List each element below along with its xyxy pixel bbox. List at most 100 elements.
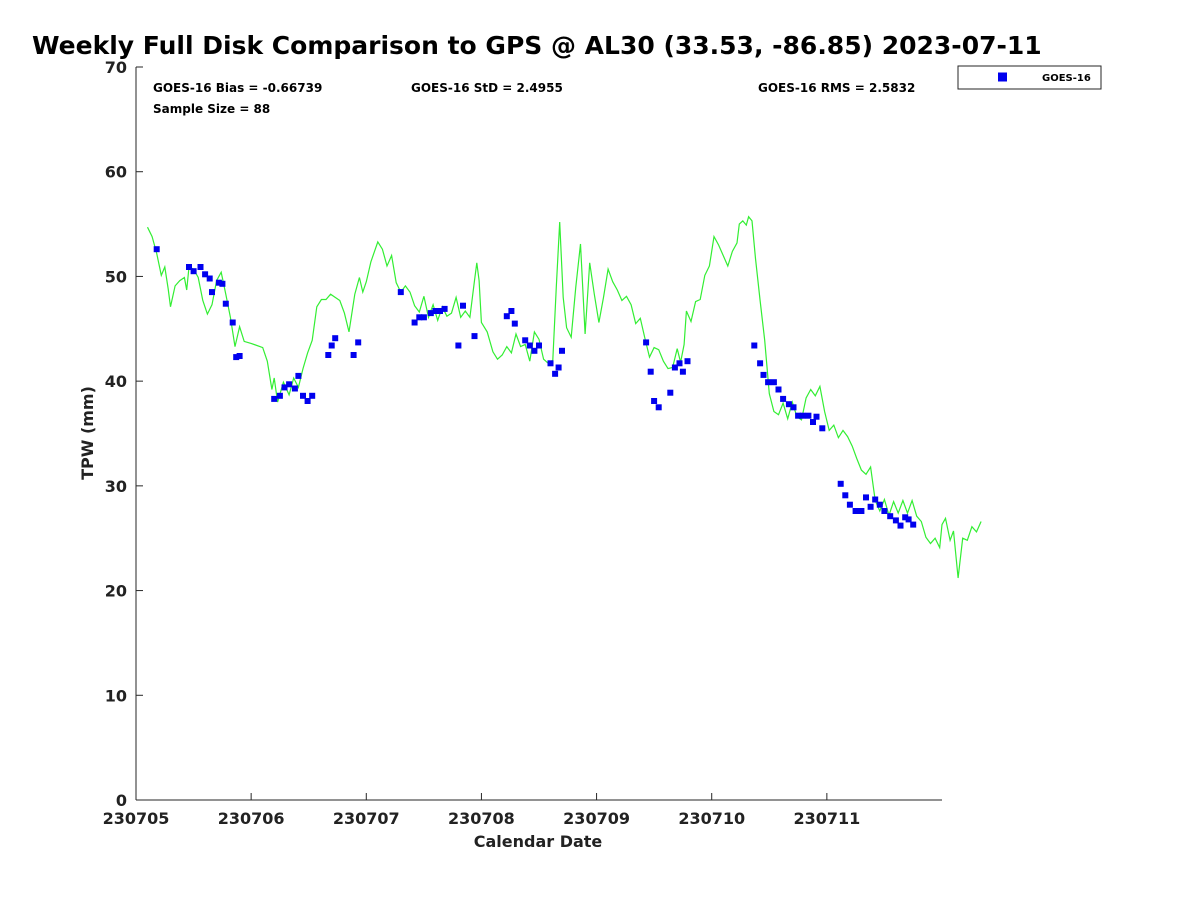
goes16-point xyxy=(897,522,904,529)
plot-area xyxy=(136,67,942,800)
goes16-point xyxy=(332,335,339,342)
goes16-point xyxy=(309,392,316,399)
x-ticks: 230705 230706 230707 230708 230709 230710 2307… xyxy=(103,793,860,828)
goes16-point xyxy=(842,492,849,499)
chart-title: Weekly Full Disk Comparison to GPS @ AL3… xyxy=(32,31,1042,60)
goes16-point xyxy=(795,412,802,419)
legend: GOES-16 xyxy=(957,65,1102,90)
goes16-point xyxy=(684,358,691,365)
goes16-point xyxy=(799,412,806,419)
goes16-point xyxy=(460,302,466,309)
sample-size-stat: Sample Size = 88 xyxy=(153,102,270,116)
goes16-point xyxy=(229,319,236,326)
bias-stat: GOES-16 Bias = -0.66739 xyxy=(153,81,322,95)
goes16-point xyxy=(236,353,243,359)
goes16-point xyxy=(552,370,559,377)
goes16-point xyxy=(813,413,820,420)
y-tick-label: 0 xyxy=(116,791,127,810)
goes16-point xyxy=(780,395,787,402)
x-tick-label: 230709 xyxy=(563,809,630,828)
x-tick-label: 230708 xyxy=(448,809,515,828)
goes16-point xyxy=(522,337,529,344)
goes16-point xyxy=(805,412,812,419)
goes16-point xyxy=(837,480,844,487)
goes16-point xyxy=(790,404,797,411)
goes16-point xyxy=(350,352,357,358)
y-tick-label: 30 xyxy=(105,477,127,496)
goes16-point xyxy=(508,308,515,314)
goes16-point xyxy=(785,401,792,408)
std-stat: GOES-16 StD = 2.4955 xyxy=(411,81,563,95)
goes16-point xyxy=(291,385,298,392)
goes16-point xyxy=(775,386,782,393)
goes16-point xyxy=(872,496,879,503)
goes16-point xyxy=(328,342,335,349)
goes16-point xyxy=(852,508,859,514)
goes16-point xyxy=(416,314,423,321)
goes16-point xyxy=(511,320,518,327)
goes16-point xyxy=(276,392,283,399)
goes16-points xyxy=(153,246,917,529)
goes16-point xyxy=(503,313,510,320)
goes16-point xyxy=(304,398,311,404)
goes16-point xyxy=(760,371,767,378)
goes16-point xyxy=(559,347,565,354)
goes16-point xyxy=(867,503,874,510)
goes16-point xyxy=(219,280,226,287)
goes16-point xyxy=(655,404,662,411)
x-tick-label: 230707 xyxy=(333,809,400,828)
goes16-point xyxy=(427,310,434,317)
goes16-point xyxy=(881,508,888,514)
x-tick-label: 230705 xyxy=(103,809,170,828)
goes16-point xyxy=(819,425,826,432)
legend-box xyxy=(957,65,1102,90)
y-tick-label: 50 xyxy=(105,267,127,286)
goes16-point xyxy=(667,389,674,396)
x-tick-label: 230706 xyxy=(218,809,285,828)
goes16-point xyxy=(555,364,562,371)
goes16-point xyxy=(397,289,404,296)
goes16-point xyxy=(810,419,816,425)
goes16-point xyxy=(647,368,654,375)
goes16-point xyxy=(325,352,332,358)
goes16-point xyxy=(643,339,650,346)
goes16-point xyxy=(432,308,439,314)
goes16-point xyxy=(471,333,478,340)
goes16-point xyxy=(209,289,215,296)
goes16-point xyxy=(902,514,909,521)
y-tick-label: 70 xyxy=(105,58,127,77)
goes16-point xyxy=(197,264,204,270)
goes16-point xyxy=(876,501,883,508)
goes16-point xyxy=(437,308,443,314)
goes16-point xyxy=(910,521,917,528)
goes16-point xyxy=(286,381,293,388)
goes16-point xyxy=(679,368,686,375)
x-tick-label: 230711 xyxy=(793,809,860,828)
goes16-point xyxy=(411,319,418,326)
goes16-point xyxy=(863,494,869,501)
goes16-point xyxy=(905,516,912,523)
y-tick-label: 40 xyxy=(105,372,127,391)
y-ticks: 0 10 20 30 40 50 60 70 xyxy=(105,58,143,810)
legend-label-goes16: GOES-16 xyxy=(1042,73,1091,84)
goes16-point xyxy=(355,339,362,346)
goes16-point xyxy=(153,246,160,253)
goes16-point xyxy=(536,342,542,349)
goes16-point xyxy=(858,508,865,514)
y-tick-label: 20 xyxy=(105,582,127,601)
goes16-point xyxy=(757,360,764,367)
goes16-point xyxy=(233,354,240,361)
goes16-point xyxy=(765,379,772,386)
goes16-point xyxy=(547,360,554,367)
goes16-point xyxy=(190,268,197,275)
goes16-point xyxy=(676,360,683,367)
goes16-point xyxy=(206,275,213,282)
goes16-point xyxy=(846,501,853,508)
x-axis-label: Calendar Date xyxy=(474,832,603,851)
goes16-point xyxy=(651,398,658,404)
goes16-point xyxy=(892,517,899,524)
goes16-point xyxy=(215,279,222,286)
legend-marker-square xyxy=(998,72,1007,82)
goes16-point xyxy=(281,384,288,391)
